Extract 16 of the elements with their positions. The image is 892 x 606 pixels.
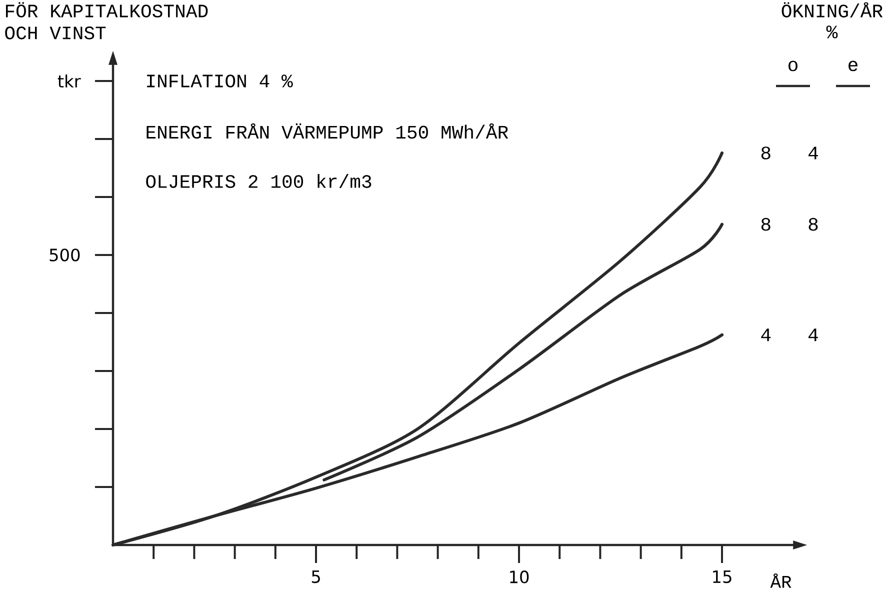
x-tick-label: 15	[713, 570, 732, 584]
x-tick-label: 10	[510, 570, 529, 584]
annotation: OLJEPRIS 2 100 kr/m3	[146, 174, 372, 188]
x-axis-title: ÅR	[770, 574, 792, 588]
text: tkr	[58, 74, 81, 88]
legend-title: ÖKNING/ÅR %	[782, 2, 883, 38]
text: e	[848, 60, 858, 72]
chart-title: FÖR KAPITALKOSTNAD OCH VINST	[5, 2, 208, 40]
x-tick-label: 5	[312, 570, 320, 584]
text: 500	[50, 248, 80, 262]
text: o	[788, 60, 798, 72]
text: 8 4	[761, 146, 818, 160]
text: ENERGI FRÅN VÄRMEPUMP 150 MWh/ÅR	[146, 123, 508, 139]
text: 4 4	[761, 328, 818, 342]
text: INFLATION 4 %	[147, 74, 293, 88]
text: 8 8	[761, 218, 818, 231]
